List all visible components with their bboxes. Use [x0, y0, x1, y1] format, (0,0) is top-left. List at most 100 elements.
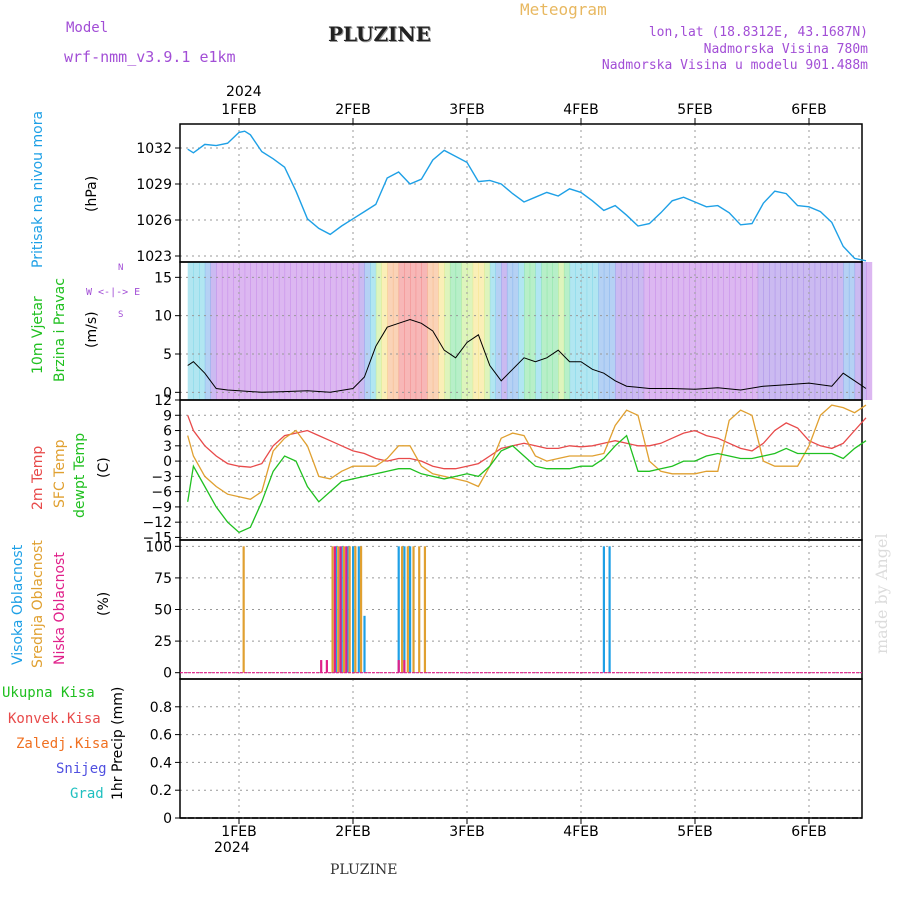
wind-field-cell: [615, 262, 622, 400]
wind-field-cell: [501, 262, 508, 400]
wind-field-cell: [512, 262, 519, 400]
cloud-bar: [331, 546, 334, 673]
panel-frame-pressure: [179, 123, 863, 263]
cloud-bar: [608, 546, 611, 673]
wind-field-cell: [672, 262, 679, 400]
day-label-top: 4FEB: [563, 102, 598, 118]
wind-field-cell: [541, 262, 548, 400]
year-bottom: 2024: [214, 840, 250, 856]
y-tick-label: −9: [151, 500, 172, 516]
wind-field-cell: [666, 262, 673, 400]
wind-field-cell: [757, 262, 764, 400]
wind-field-cell: [729, 262, 736, 400]
day-label-top: 5FEB: [677, 102, 712, 118]
y-tick-label: 5: [163, 347, 172, 363]
wind-field-cell: [438, 262, 445, 400]
cloud-bar: [346, 546, 349, 673]
cloud-bar: [348, 546, 351, 673]
day-label-top: 2FEB: [335, 102, 370, 118]
wind-field-cell: [256, 262, 263, 400]
legend-total-rain: Ukupna Kisa: [2, 685, 95, 701]
wind-field-cell: [848, 262, 856, 400]
cloud-bar: [337, 546, 340, 673]
wind-field-cell: [860, 262, 867, 400]
wind-field-cell: [689, 262, 696, 400]
cloud-bar: [409, 546, 412, 673]
cloud-bar: [339, 546, 342, 673]
wind-field-cell: [780, 262, 787, 400]
y-tick-label: 0.6: [150, 728, 172, 744]
wind-field-cell: [592, 262, 599, 400]
cloud-bar: [345, 546, 348, 673]
cloud-bar: [423, 546, 427, 673]
wind-field-cell: [626, 262, 633, 400]
wind-field-cell: [712, 262, 719, 400]
wind-field-cell: [267, 262, 274, 400]
wind-field-cell: [432, 262, 439, 400]
panel-frame-precip: [179, 678, 863, 819]
footer-station: PLUZINE: [330, 862, 398, 878]
cloud-bar: [320, 660, 323, 673]
pressure-line: [187, 130, 867, 262]
cloud-bar: [352, 546, 355, 673]
wind-field-cell: [797, 262, 804, 400]
cloud-bar: [357, 546, 360, 673]
wind-field-cell: [809, 262, 816, 400]
wind-compass-ew: W <-|-> E: [86, 287, 141, 298]
wind-field-cell: [563, 262, 571, 400]
wind-field-cell: [301, 262, 308, 400]
wind-field-cell: [643, 262, 650, 400]
cloud-bar: [363, 615, 366, 673]
wind-field-cell: [199, 262, 206, 400]
cloud-bar: [354, 546, 357, 673]
wind-field-cell: [489, 262, 496, 400]
day-label-bottom: 2FEB: [335, 824, 370, 840]
wind-field-cell: [204, 262, 211, 400]
wind-field-cell: [620, 262, 628, 400]
wind-field-cell: [831, 262, 838, 400]
cloud-bar: [340, 546, 343, 673]
wind-field-cell: [210, 262, 217, 400]
wind-compass-s: S: [118, 310, 124, 320]
wind-field-cell: [524, 262, 531, 400]
wind-field-cell: [495, 262, 502, 400]
wind-field-cell: [324, 262, 331, 400]
year-top: 2024: [226, 84, 262, 100]
cloud-bar: [412, 546, 415, 673]
day-label-bottom: 5FEB: [677, 824, 712, 840]
elevation-label: Nadmorska Visina 780m: [703, 42, 868, 57]
cloud-bar: [418, 546, 421, 673]
wind-field-cell: [353, 262, 360, 400]
wind-field-cell: [273, 262, 280, 400]
wind-field-cell: [421, 262, 428, 400]
wind-field-cell: [387, 262, 394, 400]
wind-field-cell: [341, 262, 348, 400]
day-label-bottom: 3FEB: [449, 824, 484, 840]
wind-field-cell: [444, 262, 451, 400]
y-tick-label: 0.2: [150, 783, 172, 799]
wind-field-cell: [221, 262, 229, 400]
wind-field-cell: [706, 262, 713, 400]
wind-field-cell: [769, 262, 776, 400]
y-tick-label: 0: [163, 385, 172, 401]
wind-field-cell: [307, 262, 314, 400]
wind-field-cell: [723, 262, 730, 400]
y-tick-label: 6: [163, 424, 172, 440]
wind-field-cell: [455, 262, 462, 400]
cloud-bar: [397, 660, 400, 673]
wind-field-cell: [478, 262, 485, 400]
wind-field-cell: [866, 262, 873, 400]
wind-field-cell: [734, 262, 742, 400]
wind-field-cell: [529, 262, 536, 400]
station-title: PLUZINE: [328, 22, 431, 46]
wind-field-cell: [700, 262, 707, 400]
wind-field-cell: [649, 262, 656, 400]
wind-field-cell: [278, 262, 286, 400]
day-label-bottom: 1FEB: [221, 824, 256, 840]
wind-field-cell: [586, 262, 593, 400]
wind-field-cell: [660, 262, 667, 400]
legend-snow: Snijeg: [56, 761, 107, 777]
cloud-bar: [342, 546, 346, 673]
wind-field-cell: [558, 262, 565, 400]
